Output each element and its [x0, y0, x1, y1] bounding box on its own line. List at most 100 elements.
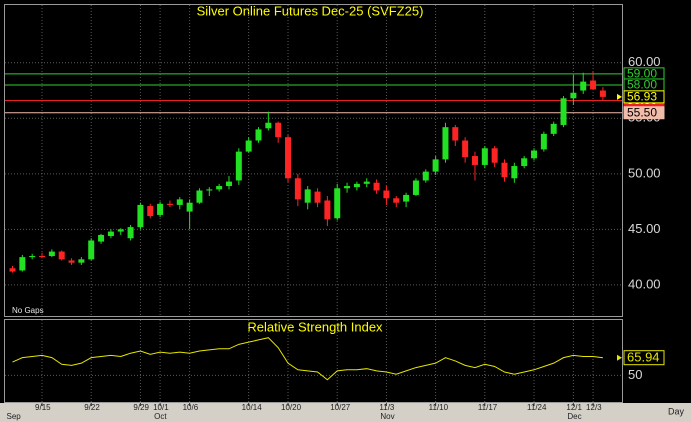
candle-body — [599, 90, 606, 97]
x-tick-label: 12/1 — [566, 403, 582, 412]
x-tick-label: 10/27 — [330, 403, 351, 412]
candle-body — [88, 240, 95, 260]
rsi-title: Relative Strength Index — [247, 319, 383, 334]
candle-body — [432, 159, 439, 172]
x-tick-label: 11/10 — [429, 403, 449, 412]
level-box — [623, 106, 665, 120]
candle-body — [166, 203, 173, 205]
x-tick-label: 10/6 — [183, 403, 199, 412]
candle-body — [511, 166, 518, 179]
candle-body — [314, 191, 321, 203]
candle-body — [531, 150, 538, 159]
candle-body — [422, 171, 429, 181]
candle-body — [452, 127, 459, 141]
x-axis-strip — [0, 403, 691, 422]
candle-body — [344, 186, 351, 189]
rsi-panel — [4, 319, 623, 403]
y-tick-label: 50 — [628, 367, 642, 382]
candle-body — [462, 140, 469, 158]
x-tick-label: 10/1 — [153, 403, 169, 412]
month-label: Nov — [380, 412, 394, 421]
y-tick-label: 45.00 — [628, 221, 661, 236]
y-tick-label: 50.00 — [628, 165, 661, 180]
note: No Gaps — [12, 306, 44, 315]
month-label: Dec — [567, 412, 581, 421]
x-unit: Day — [668, 406, 685, 416]
candle-body — [383, 190, 390, 199]
candle-body — [9, 268, 16, 272]
candle-body — [107, 231, 114, 237]
candle-body — [570, 92, 577, 99]
candle-body — [78, 259, 85, 263]
candle-body — [98, 234, 105, 242]
candle-body — [206, 189, 213, 191]
y-tick-label: 40.00 — [628, 276, 661, 291]
candle-body — [521, 158, 528, 167]
candle-body — [501, 162, 508, 178]
candle-body — [225, 181, 232, 187]
candle-body — [481, 148, 488, 165]
candle-body — [540, 133, 547, 150]
last-value-box — [623, 350, 665, 366]
x-tick-label: 9/29 — [133, 403, 149, 412]
y-tick-label: 60.00 — [628, 54, 661, 69]
chart-title: Silver Online Futures Dec-25 (SVFZ25) — [197, 3, 424, 18]
candle-body — [127, 227, 134, 239]
rsi-line — [12, 337, 603, 381]
candle-body — [590, 80, 597, 90]
candle-body — [255, 129, 262, 141]
last-value-arrow — [617, 354, 622, 361]
candle-body — [304, 189, 311, 203]
candle-body — [186, 202, 193, 212]
last-price-box — [623, 90, 665, 104]
x-tick-label: 9/15 — [35, 403, 51, 412]
candle-body — [442, 127, 449, 160]
candle-body — [373, 182, 380, 191]
price-panel — [4, 4, 623, 317]
month-label: Oct — [154, 412, 167, 421]
x-tick-label: 10/14 — [242, 403, 263, 412]
candle-body — [147, 206, 154, 217]
candle-body — [196, 190, 203, 203]
x-tick-label: 11/24 — [527, 403, 547, 412]
candle-body — [176, 199, 183, 205]
candle-body — [491, 148, 498, 163]
candle-body — [235, 151, 242, 181]
candle-body — [412, 180, 419, 195]
x-tick-label: 10/20 — [281, 403, 302, 412]
candle-body — [48, 251, 55, 257]
last-price-label: 56.93 — [627, 90, 657, 104]
candle-body — [245, 140, 252, 152]
candle-body — [157, 203, 164, 215]
x-tick-label: 11/17 — [478, 403, 498, 412]
x-tick-label: 11/3 — [379, 403, 395, 412]
candle-body — [137, 204, 144, 228]
level-label: 58.00 — [627, 78, 657, 92]
candle-body — [19, 257, 26, 271]
last-value-label: 65.94 — [627, 350, 660, 365]
candle-body — [363, 181, 370, 184]
candle-body — [471, 156, 478, 165]
candle-body — [353, 183, 360, 188]
last-price-arrow — [617, 93, 622, 100]
candle-body — [294, 178, 301, 200]
candle-body — [580, 81, 587, 91]
candle-body — [29, 256, 36, 258]
candle-body — [285, 137, 292, 179]
candle-body — [68, 260, 75, 263]
candle-body — [560, 98, 567, 125]
candle-body — [393, 198, 400, 203]
candle-body — [117, 229, 124, 232]
level-label: 55.50 — [627, 105, 657, 119]
candle-body — [550, 123, 557, 134]
x-tick-label: 9/22 — [84, 403, 100, 412]
level-label: 59.00 — [627, 67, 657, 81]
candle-body — [275, 122, 282, 138]
candle-body — [334, 188, 341, 219]
candle-body — [265, 122, 272, 129]
candle-body — [403, 194, 410, 202]
candle-body — [39, 256, 46, 258]
candle-body — [324, 200, 331, 220]
